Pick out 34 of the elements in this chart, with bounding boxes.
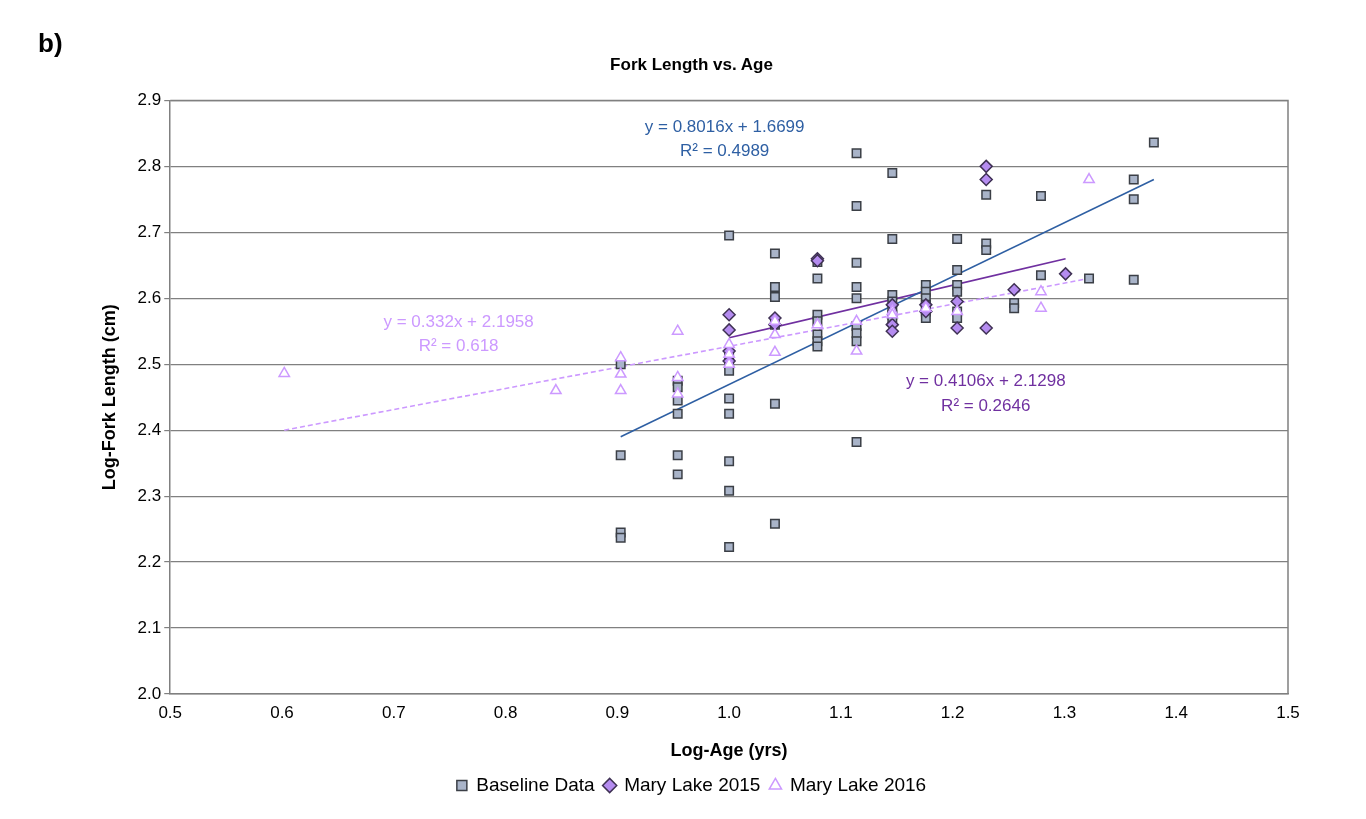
legend-label: Baseline Data <box>476 773 596 795</box>
x-tick-label: 1.2 <box>940 702 965 722</box>
annotation: R² = 0.4989 <box>679 140 770 160</box>
x-tick-label: 1.5 <box>1276 702 1300 722</box>
y-tick-label: 2.3 <box>137 485 162 505</box>
chart-title: Fork Length vs. Age <box>610 54 773 74</box>
y-axis-title: Log-Fork Length (cm) <box>98 304 119 491</box>
annotation: R² = 0.618 <box>418 335 499 355</box>
y-tick-label: 2.6 <box>137 287 162 307</box>
annotation: y = 0.332x + 2.1958 <box>383 311 534 331</box>
y-tick-label: 2.9 <box>137 90 162 110</box>
legend-label: Mary Lake 2015 <box>624 773 761 795</box>
x-tick-label: 1.0 <box>717 702 741 722</box>
y-tick-label: 2.5 <box>137 353 162 373</box>
text: b) <box>38 28 63 59</box>
annotation: y = 0.8016x + 1.6699 <box>644 117 805 137</box>
x-tick-label: 1.1 <box>829 702 853 722</box>
y-tick-label: 2.0 <box>137 683 162 703</box>
x-tick-label: 0.8 <box>493 702 518 722</box>
x-tick-label: 1.4 <box>1164 702 1189 722</box>
annotation: R² = 0.2646 <box>941 395 1031 415</box>
annotation: y = 0.4106x + 2.1298 <box>905 371 1066 391</box>
y-tick-label: 2.4 <box>137 419 162 439</box>
x-tick-label: 0.6 <box>270 702 294 722</box>
x-tick-label: 1.3 <box>1052 702 1077 722</box>
y-tick-label: 2.2 <box>137 551 162 571</box>
y-tick-label: 2.8 <box>137 156 162 176</box>
x-tick-label: 0.9 <box>605 702 630 722</box>
x-tick-label: 0.7 <box>381 702 406 722</box>
y-tick-label: 2.1 <box>137 617 162 637</box>
legend-label: Mary Lake 2016 <box>789 773 927 795</box>
x-tick-label: 0.5 <box>158 702 183 722</box>
y-tick-label: 2.7 <box>137 222 162 241</box>
x-axis-title: Log-Age (yrs) <box>670 740 788 761</box>
